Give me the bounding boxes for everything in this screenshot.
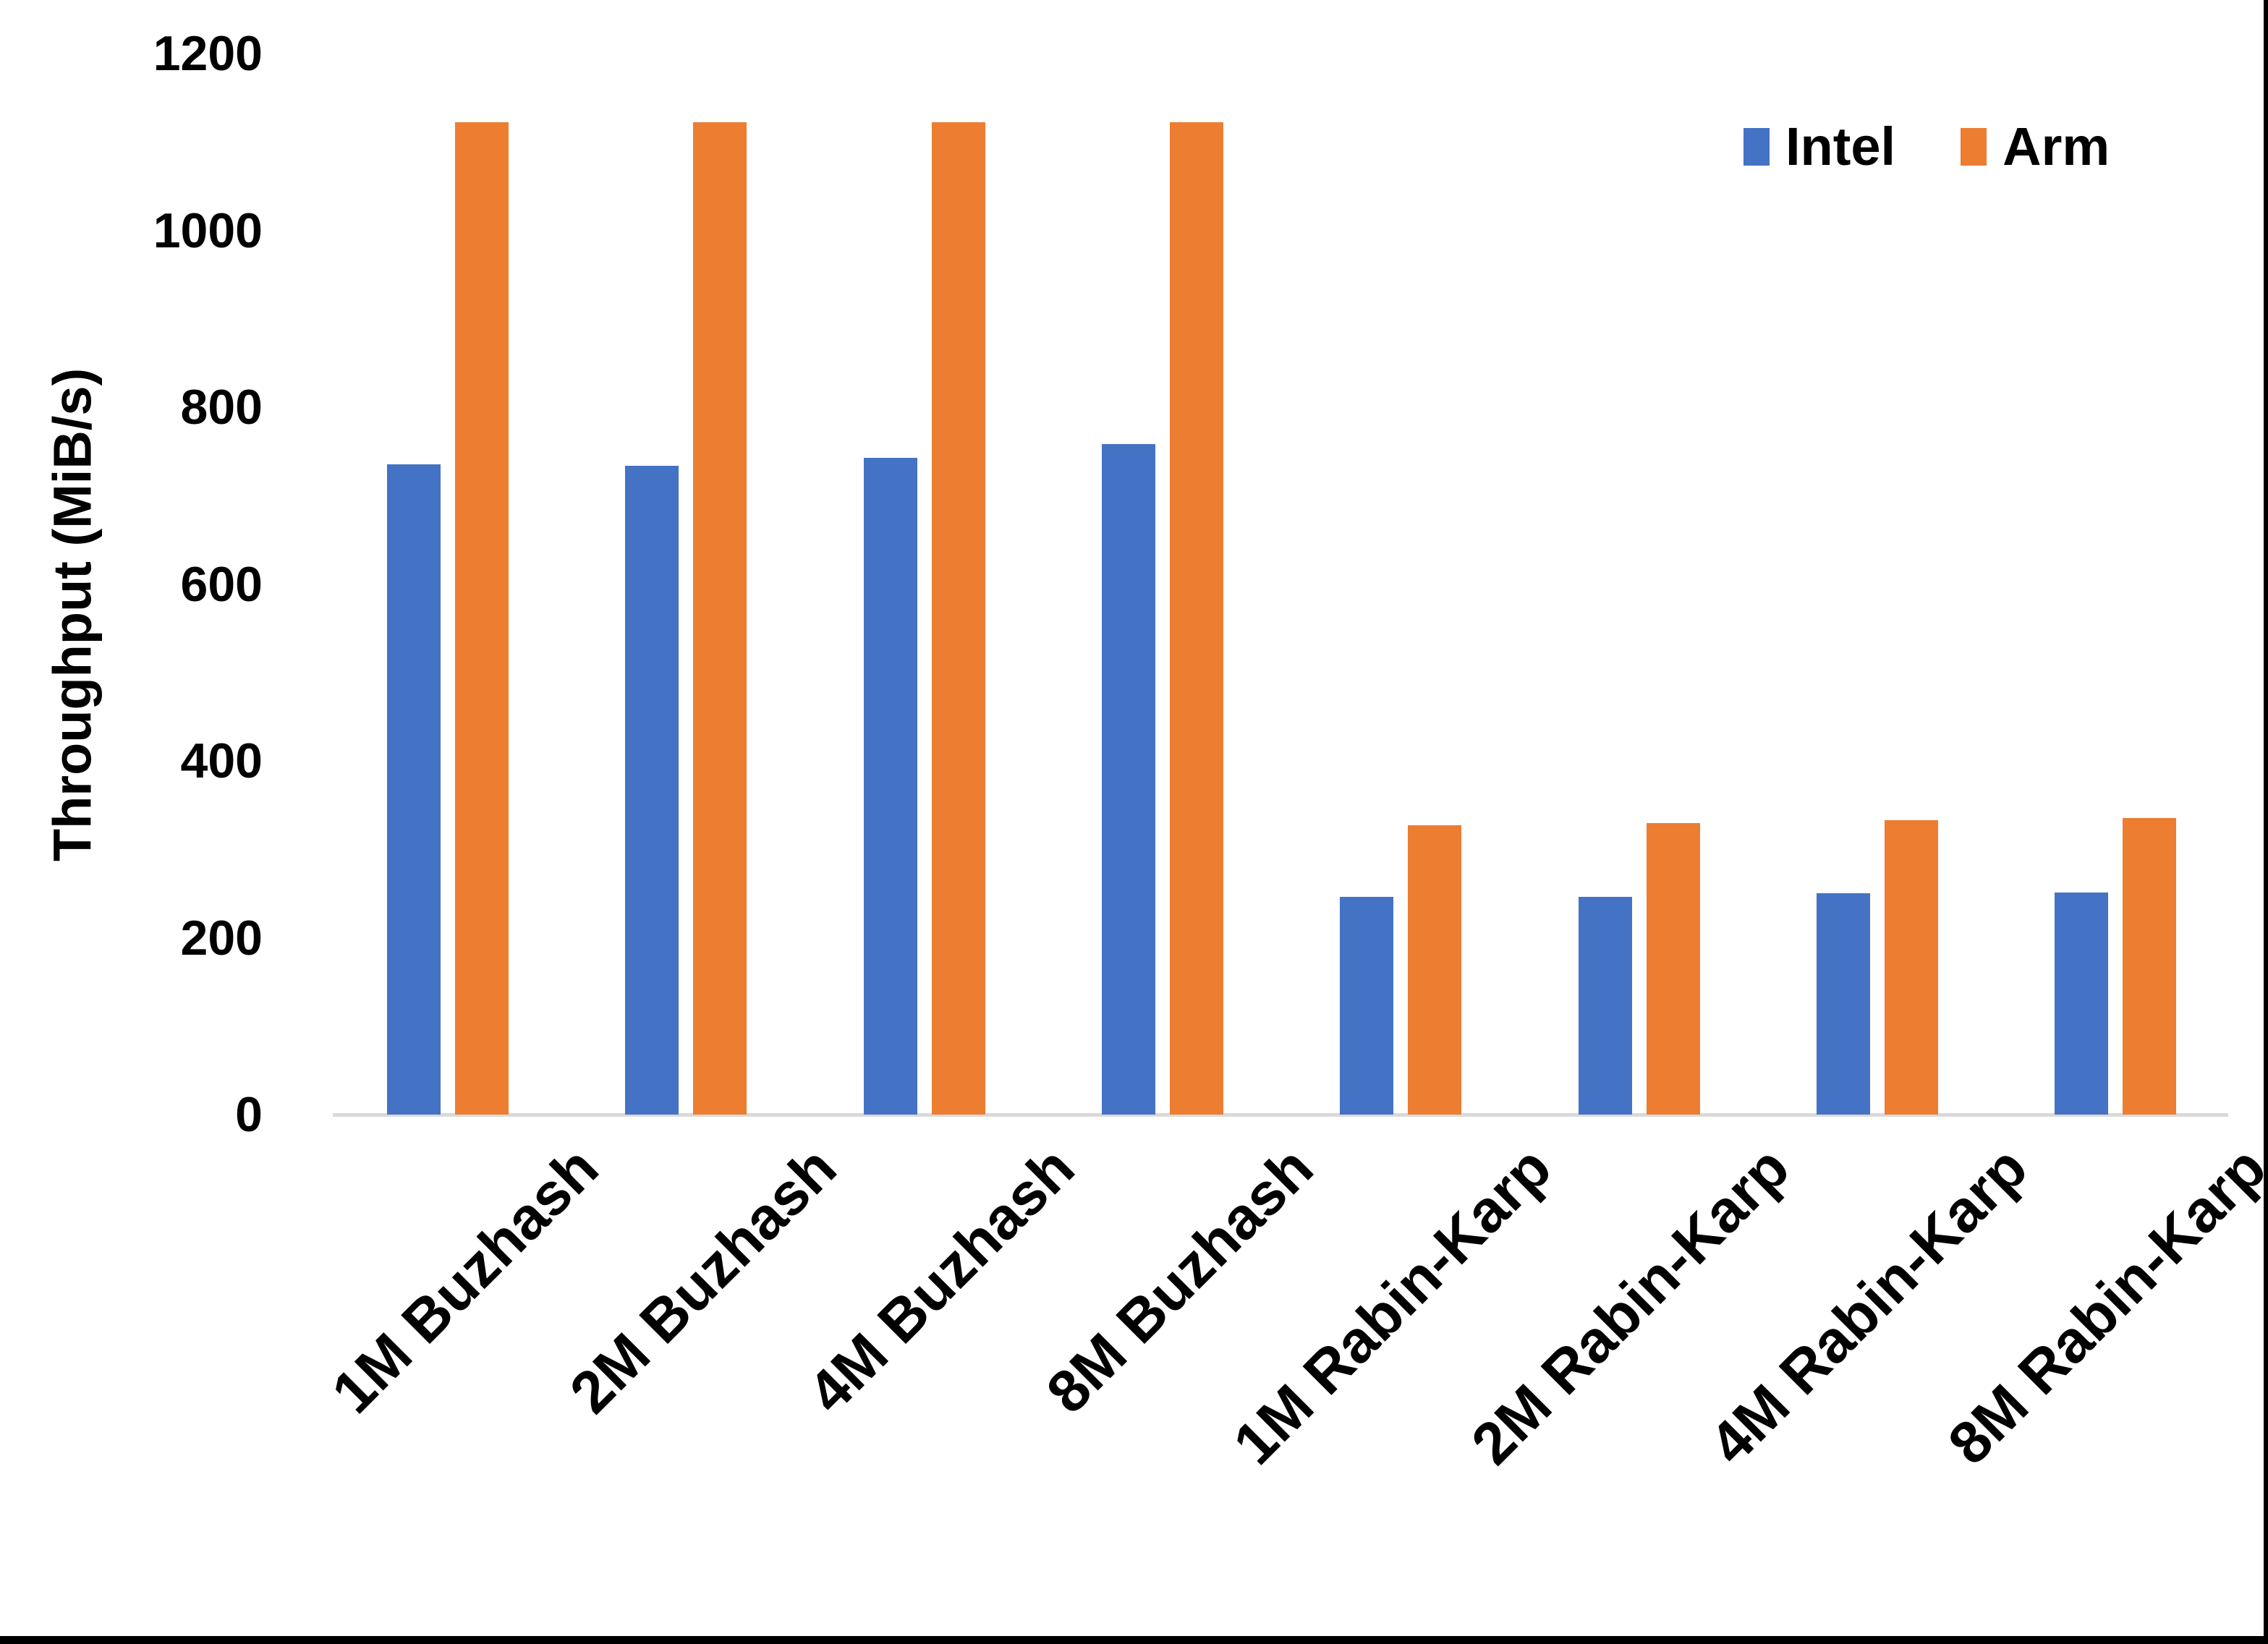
plot-area	[333, 54, 2228, 1115]
bar-intel-8m-buzhash	[1101, 444, 1155, 1115]
bar-arm-2m-buzhash	[693, 122, 747, 1115]
bar-intel-4m-rabin-karp	[1816, 893, 1870, 1115]
x-label-2m-buzhash: 2M Buzhash	[557, 1134, 849, 1426]
x-label-4m-rabin-karp: 4M Rabin-Karp	[1697, 1134, 2040, 1478]
bar-intel-4m-buzhash	[863, 458, 917, 1115]
x-label-4m-buzhash: 4M Buzhash	[796, 1134, 1087, 1426]
y-axis-tick-labels: 0 200 400 600 800 1000 1200	[0, 0, 263, 1644]
bar-arm-8m-rabin-karp	[2123, 818, 2177, 1115]
bar-arm-1m-rabin-karp	[1408, 825, 1462, 1115]
legend: Intel Arm	[1744, 116, 2110, 177]
x-label-8m-buzhash: 8M Buzhash	[1034, 1134, 1325, 1426]
y-tick-label-200: 200	[180, 910, 263, 966]
legend-label-arm: Arm	[2002, 116, 2110, 176]
arm-legend-swatch-icon	[1961, 127, 1987, 166]
bar-arm-4m-buzhash	[931, 122, 985, 1115]
intel-legend-swatch-icon	[1744, 127, 1770, 166]
window-border-bottom	[0, 1636, 2268, 1644]
x-label-8m-rabin-karp: 8M Rabin-Karp	[1935, 1134, 2268, 1478]
bar-arm-8m-buzhash	[1169, 122, 1223, 1115]
y-tick-label-800: 800	[180, 380, 263, 435]
y-tick-label-0: 0	[235, 1087, 263, 1142]
x-axis-line	[333, 1113, 2228, 1117]
x-label-1m-rabin-karp: 1M Rabin-Karp	[1220, 1134, 1564, 1478]
y-tick-label-1200: 1200	[153, 26, 263, 81]
legend-item-arm: Arm	[1961, 116, 2110, 177]
bar-arm-1m-buzhash	[455, 122, 509, 1115]
x-label-2m-rabin-karp: 2M Rabin-Karp	[1459, 1134, 1802, 1478]
bar-intel-2m-buzhash	[625, 466, 679, 1115]
bar-intel-1m-buzhash	[387, 464, 441, 1115]
x-label-1m-buzhash: 1M Buzhash	[319, 1134, 611, 1426]
window-border-right	[2264, 0, 2268, 1644]
legend-label-intel: Intel	[1785, 116, 1896, 176]
y-tick-label-400: 400	[180, 733, 263, 788]
bar-arm-4m-rabin-karp	[1884, 820, 1938, 1115]
bar-arm-2m-rabin-karp	[1646, 823, 1700, 1115]
y-tick-label-600: 600	[180, 556, 263, 612]
legend-item-intel: Intel	[1744, 116, 1895, 177]
bar-intel-8m-rabin-karp	[2055, 893, 2109, 1115]
bar-intel-1m-rabin-karp	[1340, 897, 1394, 1115]
bar-intel-2m-rabin-karp	[1578, 897, 1632, 1115]
y-tick-label-1000: 1000	[153, 203, 263, 258]
